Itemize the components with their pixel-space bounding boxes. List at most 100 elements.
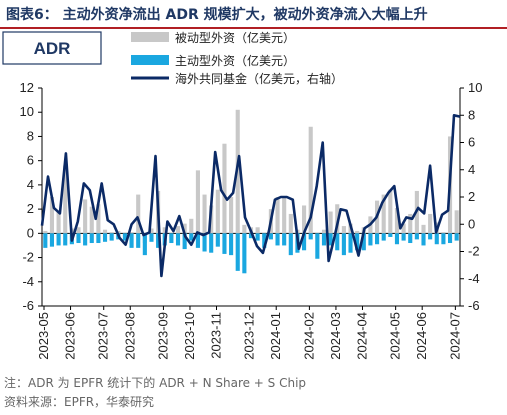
active-bar [434, 233, 439, 245]
active-bar [355, 233, 360, 251]
footnote: 注：ADR 为 EPFR 统计下的 ADR + N Share + S Chip [4, 376, 307, 390]
legend-swatch-passive [131, 32, 169, 42]
passive-bar [76, 227, 81, 234]
right-tick-label: 4 [468, 162, 475, 177]
passive-bar [242, 224, 247, 234]
passive-bar [202, 194, 207, 234]
active-bar [76, 233, 81, 244]
passive-bar [341, 226, 346, 234]
active-bar [275, 233, 280, 246]
left-tick-label: -2 [22, 250, 34, 265]
active-bar [388, 233, 393, 237]
active-bar [235, 233, 240, 271]
active-bar [156, 233, 161, 248]
active-bar [401, 233, 406, 241]
active-bar [282, 233, 287, 246]
passive-bar [421, 224, 426, 234]
x-tick-label: 2023-10 [182, 312, 197, 360]
left-tick-label: 0 [27, 225, 34, 240]
passive-bar [401, 223, 406, 234]
passive-bar [109, 232, 114, 234]
passive-bar [255, 227, 260, 234]
active-bar [428, 233, 433, 240]
passive-bar [381, 194, 386, 234]
passive-bar [388, 189, 393, 234]
legend-swatch-active [131, 55, 169, 65]
active-bar [262, 233, 267, 248]
active-bar [454, 233, 459, 241]
active-bar [56, 233, 61, 246]
passive-bar [428, 213, 433, 234]
passive-bar [308, 126, 313, 234]
legend-label-line: 海外共同基金（亿美元，右轴） [175, 71, 343, 86]
plot-area: -6 -4 -2 0 2 4 6 8 10 12 -6 -4 -2 0 2 4 6 8 10 2023-05 2023-… [20, 80, 483, 360]
active-bar [361, 233, 366, 251]
figure-title: 图表6： 主动外资净流出 ADR 规模扩大，被动外资净流入大幅上升 [6, 7, 428, 23]
right-tick-label: -2 [468, 244, 480, 259]
left-tick-label: -6 [22, 298, 34, 313]
passive-bar [49, 197, 55, 234]
badge-box [2, 31, 102, 65]
passive-bar [63, 165, 68, 234]
x-tick-label: 2024-01 [268, 312, 283, 360]
passive-bar [162, 227, 167, 234]
active-bar [222, 233, 227, 254]
active-bar [441, 233, 446, 245]
active-bar [421, 233, 426, 246]
active-bar [321, 233, 327, 246]
active-bar [109, 233, 114, 241]
active-bar [248, 233, 254, 239]
x-tick-label: 2023-07 [96, 312, 111, 360]
passive-bar [195, 170, 200, 234]
passive-bar [302, 205, 307, 234]
active-bar [175, 233, 181, 246]
passive-bar [56, 211, 61, 234]
x-tick-label: 2024-05 [388, 312, 403, 360]
passive-bar [321, 229, 327, 234]
passive-bar [288, 213, 293, 234]
active-bar [447, 233, 453, 244]
active-bar [202, 233, 207, 252]
active-bar [414, 233, 419, 240]
title-rule [0, 27, 507, 29]
passive-bar [454, 210, 459, 234]
passive-bar [136, 194, 141, 234]
active-bar [102, 233, 108, 242]
passive-bar [355, 230, 360, 234]
right-tick-label: 2 [468, 189, 475, 204]
source-note: 资料来源：EPFR，华泰研究 [4, 395, 155, 409]
right-tick-label: 6 [468, 135, 475, 150]
passive-bar [102, 229, 108, 234]
active-bar [348, 233, 353, 253]
active-bar [96, 233, 101, 244]
passive-bar [394, 207, 400, 234]
x-tick-label: 2023-09 [155, 312, 170, 360]
passive-bar [96, 204, 101, 234]
active-bar [394, 233, 400, 245]
left-tick-label: 10 [20, 104, 34, 119]
active-bar [255, 233, 260, 241]
passive-bar [229, 197, 234, 234]
active-bar [315, 233, 320, 259]
right-tick-label: -4 [468, 271, 480, 286]
passive-bar [83, 199, 88, 234]
active-bar [182, 233, 187, 250]
active-bar [229, 233, 234, 256]
active-bar [89, 233, 94, 244]
active-bar [335, 233, 340, 251]
active-bar [136, 233, 141, 248]
passive-bar [408, 213, 413, 234]
active-bar [381, 233, 386, 241]
active-bar [63, 233, 68, 246]
active-bar [288, 233, 293, 256]
active-bar [209, 233, 214, 253]
x-tick-label: 2024-07 [447, 312, 462, 360]
active-bar [129, 233, 134, 248]
active-bar [189, 233, 194, 241]
passive-bar [149, 228, 154, 234]
active-bar [308, 233, 313, 240]
x-tick-label: 2023-06 [63, 312, 78, 360]
x-tick-label: 2024-06 [414, 312, 429, 360]
active-bar [242, 233, 247, 274]
legend: ADR 被动型外资（亿美元） 主动型外资（亿美元） 海外共同基金（亿美元，右轴） [2, 30, 343, 86]
